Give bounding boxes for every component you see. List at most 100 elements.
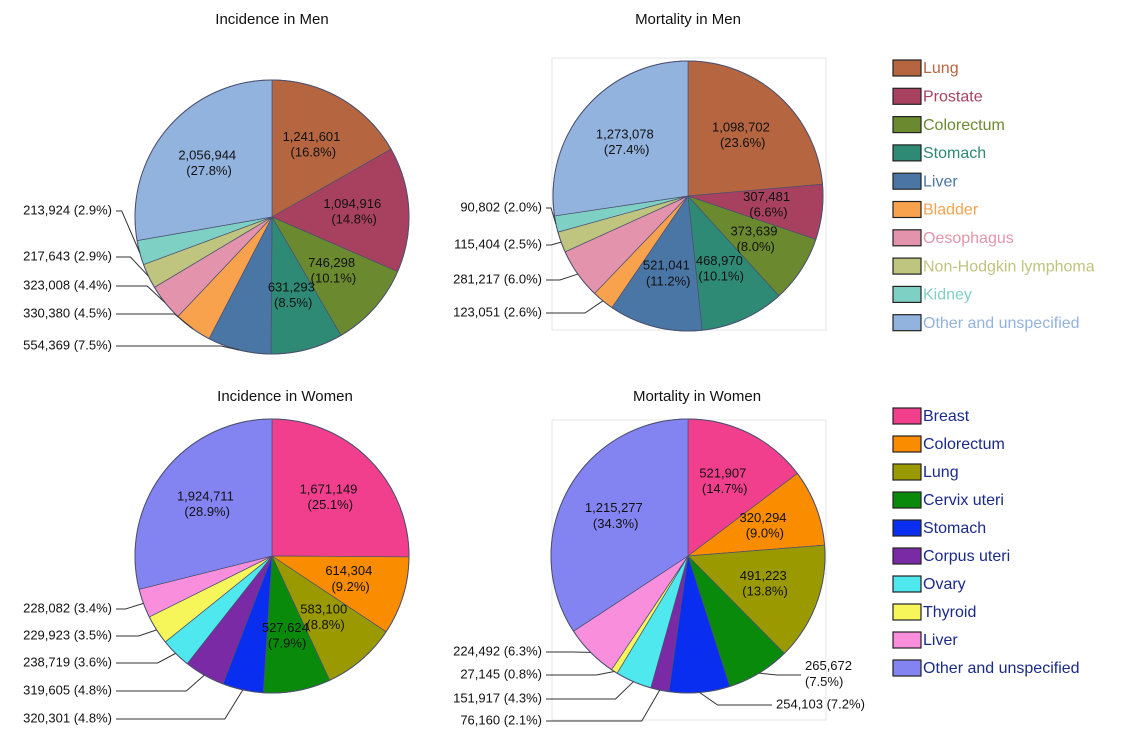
leader-line	[116, 285, 166, 304]
legend-swatch	[892, 463, 922, 481]
data-label: 224,492 (6.3%)	[453, 643, 542, 658]
leader-line	[546, 207, 557, 225]
legend-label: Thyroid	[923, 604, 976, 621]
legend-label: Lung	[923, 464, 959, 481]
legend-swatch	[892, 229, 922, 247]
data-label: 323,008 (4.4%)	[23, 277, 112, 292]
data-label: 330,380 (4.5%)	[23, 305, 112, 320]
legend-label: Other and unspecified	[923, 315, 1080, 332]
legend-swatch	[892, 575, 922, 593]
chart-title: Incidence in Women	[217, 388, 353, 405]
data-label: 1,215,277 (34.3%)	[585, 501, 646, 532]
data-label: 115,404 (2.5%)	[454, 236, 542, 251]
data-label: 1,273,078 (27.4%)	[596, 127, 657, 158]
leader-line	[546, 670, 615, 676]
legend-label: Cervix uteri	[923, 492, 1004, 509]
legend-label: Lung	[923, 60, 959, 77]
data-label: 527,624 (7.9%)	[262, 620, 313, 651]
legend-label: Bladder	[923, 202, 979, 219]
legend-swatch	[892, 547, 922, 565]
leader-line	[116, 652, 176, 664]
leader-line	[116, 313, 193, 330]
legend-label: Stomach	[923, 520, 986, 537]
leader-line	[116, 602, 144, 610]
data-label: 521,907 (14.7%)	[699, 466, 750, 497]
data-label: 1,924,711 (28.9%)	[177, 489, 237, 520]
leader-line	[699, 692, 772, 706]
legend-label: Breast	[923, 408, 970, 425]
data-label: 281,217 (6.0%)	[453, 271, 542, 286]
pie-outline	[134, 418, 410, 694]
data-label: 491,223 (13.8%)	[740, 568, 791, 599]
data-label: 373,639 (8.0%)	[730, 224, 781, 255]
data-label: 468,970 (10.1%)	[696, 254, 747, 285]
legend-label: Ovary	[923, 576, 966, 593]
legend-swatch	[892, 200, 922, 219]
data-label: 320,301 (4.8%)	[23, 710, 112, 725]
legend-swatch	[892, 435, 922, 453]
legend-swatch	[892, 59, 922, 77]
chart-title: Mortality in Women	[633, 388, 761, 405]
data-label: 229,923 (3.5%)	[23, 627, 112, 642]
data-label: 307,481 (6.6%)	[743, 189, 794, 220]
legend-swatch	[892, 285, 922, 303]
legend-label: Corpus uteri	[923, 548, 1010, 565]
legend-swatch	[892, 172, 922, 190]
data-label: 254,103 (7.2%)	[776, 696, 865, 711]
legend-swatch	[892, 407, 922, 425]
leader-line	[116, 629, 157, 637]
data-label: 320,294 (9.0%)	[740, 510, 791, 541]
leader-line	[546, 689, 661, 722]
leader-line	[116, 689, 244, 720]
leader-line	[546, 681, 634, 700]
leader-line	[546, 241, 562, 246]
legend-label: Kidney	[923, 287, 972, 304]
legend-swatch	[892, 115, 922, 134]
data-label: 228,082 (3.4%)	[23, 600, 112, 615]
leader-line	[116, 210, 141, 253]
pie-outline	[552, 60, 824, 332]
data-label: 1,241,601 (16.8%)	[283, 130, 344, 161]
legend-swatch	[892, 314, 922, 332]
data-label: 213,924 (2.9%)	[23, 202, 112, 217]
leader-line	[546, 300, 604, 314]
chart-title: Mortality in Men	[635, 11, 741, 28]
legend-swatch	[892, 519, 922, 537]
legend-swatch	[892, 87, 922, 105]
data-label: 27,145 (0.8%)	[460, 666, 542, 681]
legend-label: Prostate	[923, 89, 983, 106]
legend-label: Colorectum	[923, 117, 1005, 134]
legend-label: Liver	[923, 632, 958, 649]
legend-swatch	[892, 631, 922, 649]
data-label: 123,051 (2.6%)	[453, 304, 542, 319]
legend-label: Non-Hodgkin lymphoma	[923, 258, 1095, 275]
legend-swatch	[892, 491, 922, 509]
data-label: 554,369 (7.5%)	[23, 337, 112, 352]
chart-title: Incidence in Men	[215, 11, 328, 28]
data-label: 76,160 (2.1%)	[460, 712, 542, 727]
data-label: 614,304 (9.2%)	[325, 564, 376, 595]
legend-swatch	[892, 659, 922, 677]
legend-label: Colorectum	[923, 436, 1005, 453]
data-label: 1,671,149 (25.1%)	[300, 482, 361, 513]
legend-swatch	[892, 603, 922, 621]
data-label: 631,293 (8.5%)	[268, 280, 319, 311]
legend-swatch	[892, 144, 922, 162]
leader-line	[116, 256, 149, 277]
leader-line	[116, 674, 205, 692]
data-label: 1,094,916 (14.8%)	[323, 196, 384, 227]
data-label: 521,041 (11.2%)	[643, 258, 694, 289]
data-label: 151,917 (4.3%)	[453, 690, 542, 705]
data-label: 2,056,944 (27.8%)	[178, 148, 239, 179]
data-label: 265,672 (7.5%)	[805, 659, 856, 690]
data-label: 90,802 (2.0%)	[460, 199, 542, 214]
leader-line	[116, 345, 240, 351]
data-label: 319,605 (4.8%)	[23, 682, 112, 697]
data-label: 583,100 (8.8%)	[300, 602, 351, 633]
leader-line	[546, 273, 579, 281]
data-label: 1,098,702 (23.6%)	[712, 120, 773, 151]
pie-outline	[134, 79, 410, 355]
data-label: 217,643 (2.9%)	[23, 248, 112, 263]
data-label: 746,298 (10.1%)	[308, 255, 359, 286]
